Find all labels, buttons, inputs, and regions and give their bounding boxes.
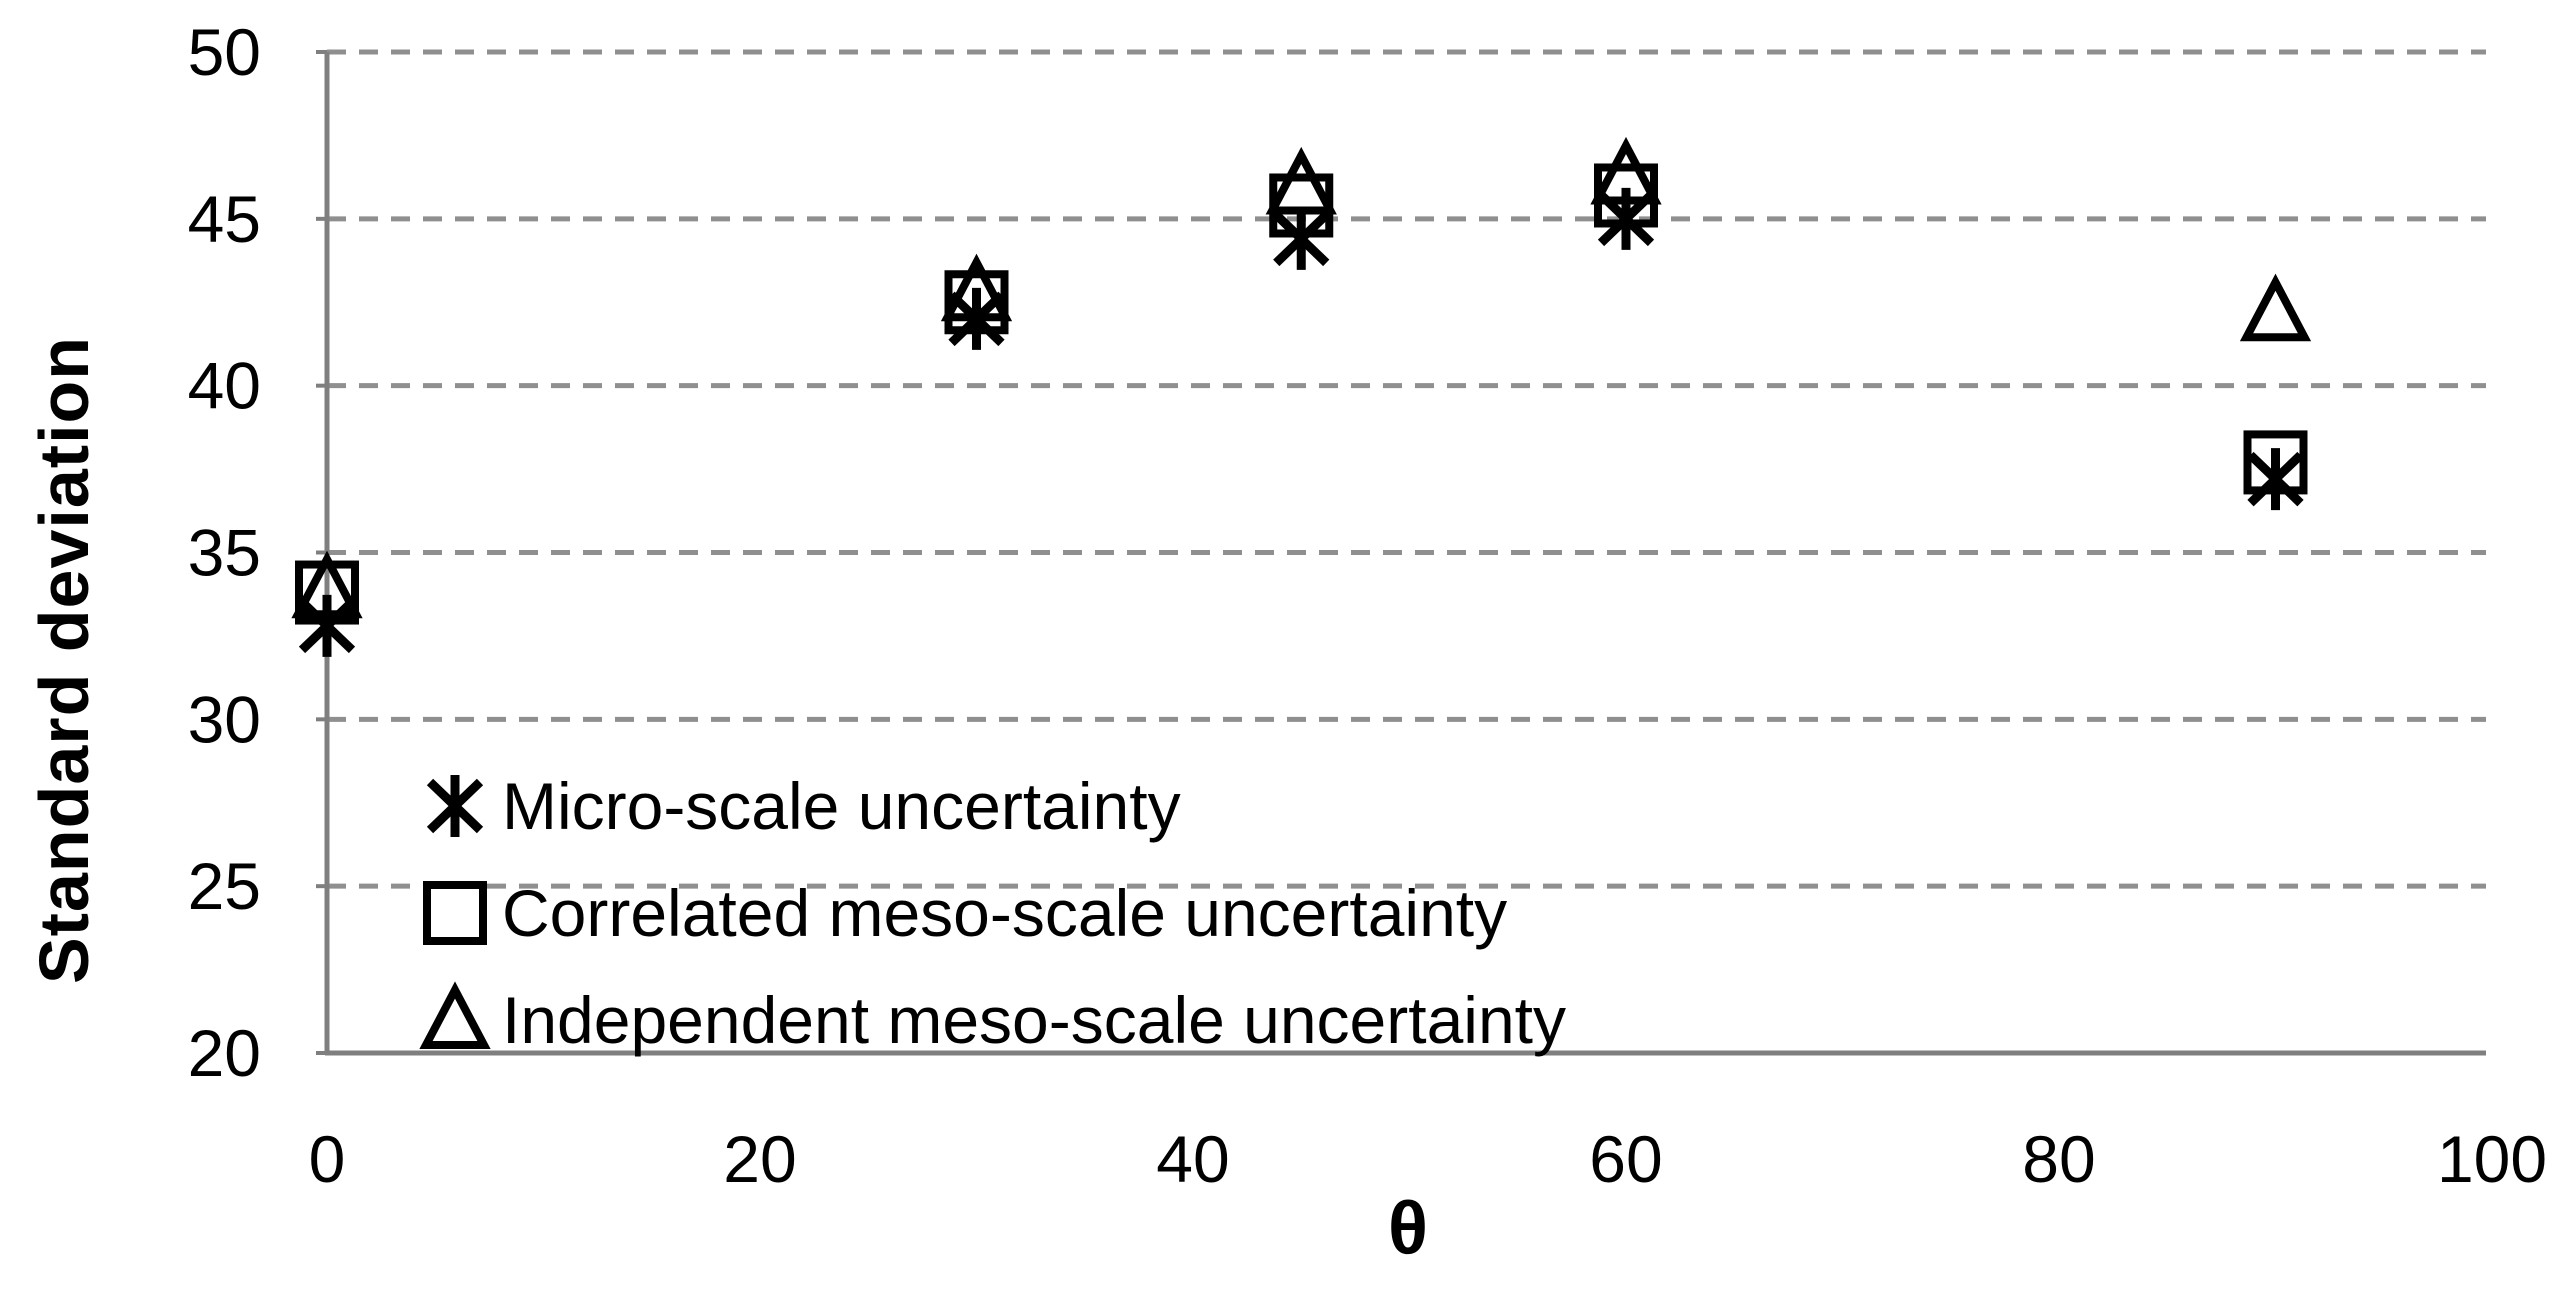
marker-asterisk-x0 bbox=[298, 594, 356, 657]
x-tick-label-20: 20 bbox=[723, 1122, 796, 1196]
y-tick-label-25: 25 bbox=[188, 849, 261, 923]
marker-asterisk-x90 bbox=[2247, 448, 2304, 511]
asterisk-stroke bbox=[426, 778, 484, 834]
y-tick-label-50: 50 bbox=[188, 15, 261, 89]
x-tick-label-100: 100 bbox=[2437, 1122, 2547, 1196]
y-tick-label-20: 20 bbox=[188, 1016, 261, 1090]
x-tick-label-60: 60 bbox=[1589, 1122, 1662, 1196]
legend-marker-triangle bbox=[419, 981, 491, 1049]
y-axis-title: Standard deviation bbox=[25, 335, 103, 985]
marker-triangle-x30 bbox=[940, 253, 1013, 322]
marker-triangle-x45 bbox=[1265, 146, 1337, 215]
y-tick-label-35: 35 bbox=[188, 516, 261, 590]
legend-marker-asterisk bbox=[426, 775, 484, 837]
x-axis-title: θ bbox=[1388, 1186, 1428, 1270]
marker-asterisk-x45 bbox=[1273, 207, 1330, 270]
y-tick-label-40: 40 bbox=[188, 349, 261, 423]
y-tick-label-45: 45 bbox=[188, 182, 261, 256]
legend-marker-square bbox=[423, 881, 487, 945]
marker-triangle-x0 bbox=[291, 550, 363, 619]
legend-label-1: Correlated meso-scale uncertainty bbox=[502, 876, 1507, 950]
legend-label-2: Independent meso-scale uncertainty bbox=[502, 983, 1566, 1057]
x-tick-label-0: 0 bbox=[309, 1122, 346, 1196]
legend-label-0: Micro-scale uncertainty bbox=[502, 769, 1181, 843]
y-tick-label-30: 30 bbox=[188, 682, 261, 756]
asterisk-stroke bbox=[1273, 211, 1330, 267]
marker-square-x90 bbox=[2243, 430, 2308, 495]
asterisk-stroke bbox=[298, 598, 356, 654]
marker-triangle-x60 bbox=[1590, 136, 1662, 205]
x-tick-label-80: 80 bbox=[2022, 1122, 2095, 1196]
asterisk-stroke bbox=[2247, 451, 2304, 507]
x-tick-label-40: 40 bbox=[1156, 1122, 1229, 1196]
marker-triangle-x90 bbox=[2239, 273, 2312, 342]
marker-square-x30 bbox=[944, 270, 1009, 335]
